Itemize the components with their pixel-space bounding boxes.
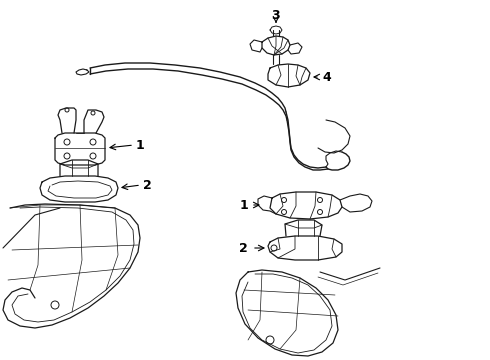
Text: 2: 2: [143, 179, 152, 192]
Text: 3: 3: [271, 9, 280, 22]
Text: 1: 1: [239, 198, 248, 212]
Text: 1: 1: [136, 139, 145, 152]
Text: 4: 4: [322, 71, 331, 84]
Text: 2: 2: [239, 242, 248, 255]
